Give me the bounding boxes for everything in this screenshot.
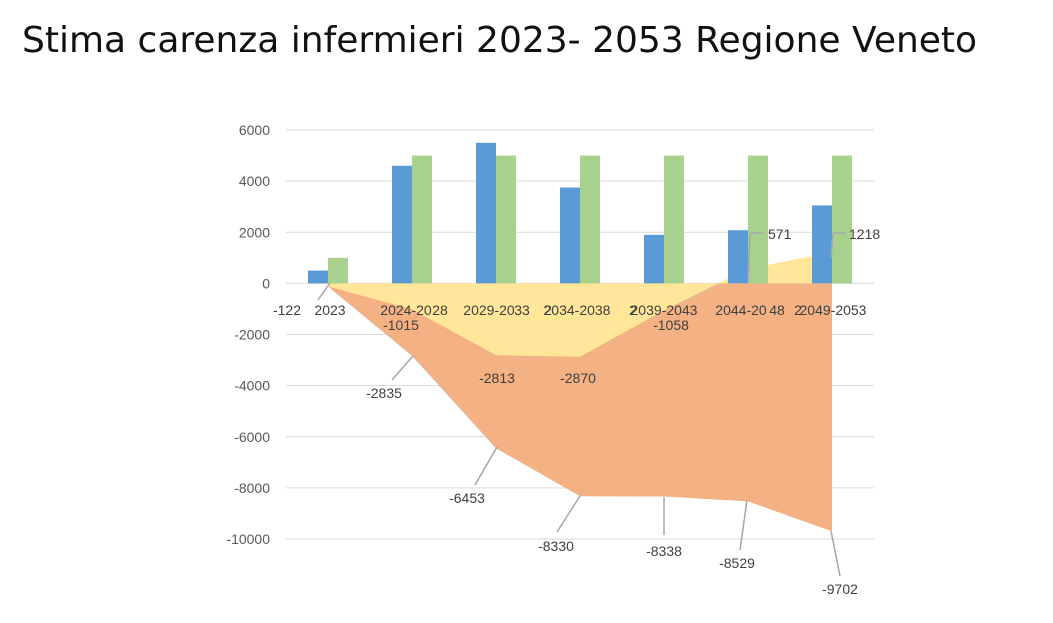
data-label: -6453	[449, 490, 485, 506]
leader-line	[830, 530, 841, 577]
x-category-label: 2049-2053	[800, 302, 867, 318]
leader-line	[317, 282, 331, 301]
x-category-label-fragment: 2	[629, 302, 637, 318]
data-label: -2870	[560, 370, 596, 386]
y-tick-label: 0	[262, 275, 270, 291]
y-tick-label: -4000	[234, 378, 270, 394]
x-category-label-fragment: 33	[514, 302, 530, 318]
data-label: -8529	[719, 555, 755, 571]
leader-line	[474, 446, 498, 486]
data-label-leader-lines	[317, 232, 846, 577]
bar-series-2	[328, 257, 348, 284]
data-label: -1015	[383, 317, 419, 333]
x-category-label-fragment: 48	[769, 302, 785, 318]
y-tick-label: 6000	[239, 122, 270, 138]
data-label: -8330	[538, 538, 574, 554]
y-tick-label: 2000	[239, 224, 270, 240]
leader-line	[556, 495, 581, 533]
bar-series-1	[812, 205, 832, 284]
x-category-label-fragment: 2	[794, 302, 802, 318]
leader-line	[391, 355, 414, 381]
x-category-label-fragment: 2	[544, 302, 552, 318]
data-label: 1218	[849, 226, 880, 242]
data-label: -2813	[479, 370, 515, 386]
bar-series-2	[832, 155, 852, 284]
slide-title: Stima carenza infermieri 2023- 2053 Regi…	[22, 20, 978, 61]
data-label: -122	[273, 302, 301, 318]
area-series-1	[328, 252, 832, 357]
x-category-label: 2023	[314, 302, 345, 318]
data-label: 571	[768, 226, 792, 242]
bar-series-2	[412, 155, 432, 284]
area-series-2	[328, 283, 832, 532]
bar-series-1	[644, 234, 664, 284]
bar-series-2	[580, 155, 600, 284]
leader-line	[747, 232, 751, 284]
y-tick-label: -10000	[226, 531, 270, 547]
bar-series	[308, 142, 852, 284]
data-label: -1058	[653, 317, 689, 333]
data-label: -2835	[366, 385, 402, 401]
y-tick-label: -8000	[234, 480, 270, 496]
y-tick-label: -2000	[234, 327, 270, 343]
leader-line	[830, 232, 834, 259]
x-category-label: 2044-20	[715, 302, 767, 318]
x-category-label: 2029-20	[463, 302, 515, 318]
x-category-label-fragment: 28	[432, 302, 448, 318]
bar-series-2	[496, 155, 516, 284]
bar-series-1	[308, 270, 328, 284]
bar-series-1	[476, 142, 496, 284]
data-label: -8338	[646, 543, 682, 559]
bar-series-1	[728, 230, 748, 284]
bar-series-2	[748, 155, 768, 284]
bar-series-1	[560, 187, 580, 284]
data-label: -9702	[822, 581, 858, 597]
area-series	[328, 252, 832, 532]
y-tick-label: -6000	[234, 429, 270, 445]
bar-series-1	[392, 165, 412, 284]
x-category-label: 2034-2038	[544, 302, 611, 318]
x-category-label: 2024-20	[380, 302, 432, 318]
x-axis-category-labels: 2023 2024-20 2029-20 2034-2038 2039-2043 2044…	[314, 302, 866, 318]
y-axis-tick-labels: 6000 4000 2000 0 -2000 -4000 -6000 -8000 -10000	[226, 122, 270, 547]
leader-line	[739, 499, 748, 551]
x-category-label: 2039-2043	[631, 302, 698, 318]
bar-series-2	[664, 155, 684, 284]
y-tick-label: 4000	[239, 173, 270, 189]
data-labels: -122 -1015 -2813 -2870 -1058 571 1218 -2835 -645…	[273, 226, 880, 597]
